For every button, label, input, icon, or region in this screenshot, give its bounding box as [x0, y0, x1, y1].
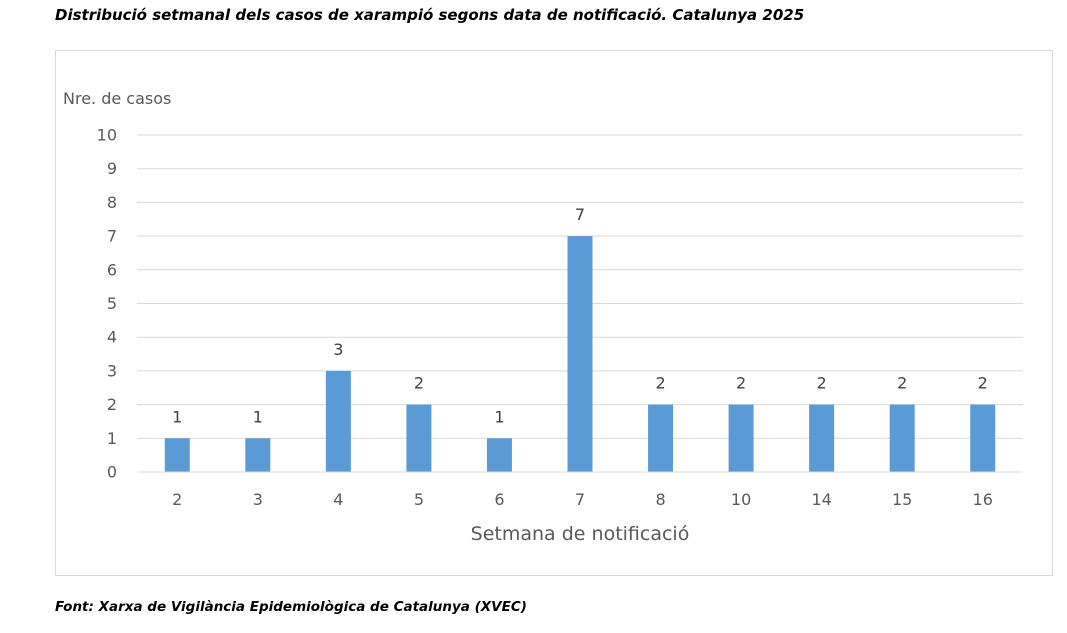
y-tick-label: 5 [107, 294, 117, 313]
bar [648, 404, 674, 472]
x-tick-label: 8 [655, 490, 665, 509]
bar [809, 404, 835, 472]
x-tick-label: 15 [892, 490, 912, 509]
data-label: 1 [253, 407, 263, 426]
data-label: 2 [817, 374, 827, 393]
x-axis-title: Setmana de notificació [471, 523, 690, 545]
x-tick-label: 16 [973, 490, 993, 509]
y-tick-label: 3 [107, 361, 117, 380]
bar [325, 370, 351, 472]
y-axis-label: Nre. de casos [63, 89, 172, 108]
data-label: 2 [414, 374, 424, 393]
figure-title: Distribució setmanal dels casos de xaram… [55, 6, 805, 24]
x-tick-label: 4 [333, 490, 343, 509]
y-tick-label: 10 [97, 126, 117, 145]
y-tick-label: 4 [107, 328, 117, 347]
y-tick-label: 0 [107, 463, 117, 482]
bar [567, 236, 593, 472]
bar [889, 404, 915, 472]
x-tick-label: 5 [414, 490, 424, 509]
y-tick-label: 2 [107, 395, 117, 414]
x-tick-label: 3 [253, 490, 263, 509]
y-tick-label: 1 [107, 429, 117, 448]
data-label: 2 [897, 374, 907, 393]
y-tick-label: 7 [107, 227, 117, 246]
data-label: 2 [978, 374, 988, 393]
figure-source: Font: Xarxa de Vigilància Epidemiològica… [55, 599, 527, 615]
x-tick-label: 6 [494, 490, 504, 509]
y-tick-label: 6 [107, 260, 117, 279]
bar [245, 438, 271, 472]
data-label: 1 [172, 407, 182, 426]
bar [164, 438, 190, 472]
bar [486, 438, 512, 472]
data-label: 7 [575, 205, 585, 224]
bar [970, 404, 996, 472]
x-tick-label: 14 [811, 490, 831, 509]
data-label: 2 [736, 374, 746, 393]
bar [406, 404, 432, 472]
y-tick-label: 8 [107, 193, 117, 212]
x-tick-label: 2 [172, 490, 182, 509]
x-tick-label: 10 [731, 490, 751, 509]
x-tick-label: 7 [575, 490, 585, 509]
y-tick-label: 9 [107, 159, 117, 178]
data-label: 2 [655, 374, 665, 393]
chart-frame [55, 50, 1053, 576]
bar [728, 404, 754, 472]
data-label: 1 [494, 407, 504, 426]
data-label: 3 [333, 340, 343, 359]
